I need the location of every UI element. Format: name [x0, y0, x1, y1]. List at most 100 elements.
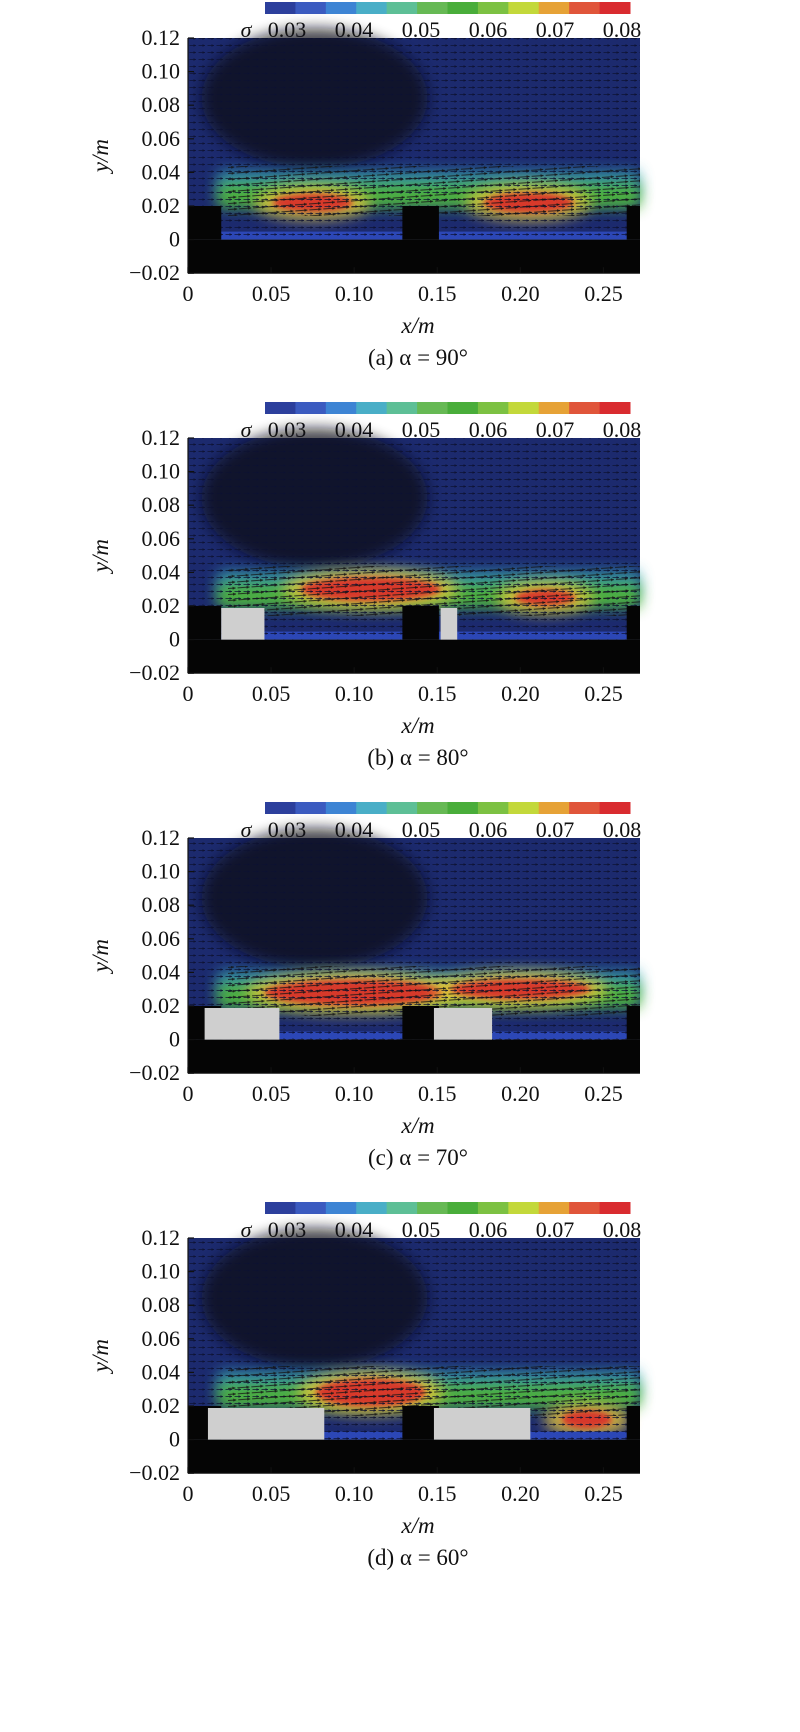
- y-tick-label: 0.06: [142, 926, 181, 951]
- obstacle: [207, 1408, 325, 1440]
- x-tick-label: 0.25: [584, 681, 623, 706]
- colorbar-tick-label: 0.08: [603, 817, 642, 842]
- wall-block: [402, 1406, 439, 1440]
- x-tick-label: 0.20: [501, 1081, 540, 1106]
- colorbar-symbol: σ: [241, 17, 253, 42]
- wall-block: [626, 1006, 640, 1040]
- panel-caption: (c) α = 70°: [368, 1145, 468, 1170]
- colorbar-segment: [325, 802, 357, 814]
- colorbar-tick-label: 0.05: [402, 817, 441, 842]
- y-tick-label: 0: [169, 227, 180, 252]
- y-tick-label: 0.10: [142, 459, 181, 484]
- x-tick-label: 0.15: [418, 1081, 457, 1106]
- colorbar-symbol: σ: [241, 417, 253, 442]
- colorbar-segment: [295, 402, 327, 414]
- y-tick-label: 0.02: [142, 993, 181, 1018]
- x-tick-label: 0.05: [252, 1081, 291, 1106]
- colorbar-segment: [356, 2, 388, 14]
- colorbar-segment: [599, 402, 631, 414]
- y-tick-label: 0.08: [142, 892, 181, 917]
- y-axis-label: y/m: [88, 939, 113, 974]
- y-axis-label: y/m: [88, 139, 113, 174]
- panel-3: σ 0.03 0.04 0.05 0.06 0.07 0.080.120.100.080.0…: [88, 802, 641, 1170]
- flow-field: [188, 1228, 640, 1440]
- colorbar-segment: [477, 1202, 509, 1214]
- panel-1: σ 0.03 0.04 0.05 0.06 0.07 0.080.120.100.080.0…: [88, 2, 641, 370]
- colorbar-segment: [417, 2, 448, 14]
- wall-block: [402, 206, 439, 240]
- x-tick-label: 0.25: [584, 281, 623, 306]
- y-tick-label: −0.02: [129, 1060, 180, 1085]
- wall-block: [626, 606, 640, 640]
- y-tick-label: 0.08: [142, 492, 181, 517]
- colorbar-segment: [508, 802, 540, 814]
- obstacle: [433, 1408, 531, 1440]
- panel-4: σ 0.03 0.04 0.05 0.06 0.07 0.080.120.100.080.0…: [88, 1202, 641, 1570]
- y-tick-label: 0.08: [142, 1292, 181, 1317]
- y-tick-label: 0.04: [142, 959, 181, 984]
- y-tick-label: 0: [169, 627, 180, 652]
- colorbar-segment: [386, 2, 418, 14]
- floor-wall: [188, 239, 640, 274]
- x-tick-label: 0.05: [252, 681, 291, 706]
- colorbar-tick-label: 0.07: [536, 417, 575, 442]
- x-tick-label: 0: [183, 681, 194, 706]
- colorbar-segment: [508, 2, 540, 14]
- x-axis-label: x/m: [400, 1513, 434, 1538]
- colorbar-segment: [325, 2, 357, 14]
- colorbar-tick-label: 0.08: [603, 1217, 642, 1242]
- panel-caption: (d) α = 60°: [367, 1545, 468, 1570]
- colorbar-segment: [386, 402, 418, 414]
- colorbar-segment: [386, 1202, 418, 1214]
- y-tick-label: 0.02: [142, 1393, 181, 1418]
- y-tick-label: 0.02: [142, 193, 181, 218]
- colorbar-tick-label: 0.07: [536, 1217, 575, 1242]
- colorbar-tick-label: 0.05: [402, 417, 441, 442]
- walls: [188, 1006, 640, 1074]
- y-tick-label: 0.12: [142, 825, 181, 850]
- y-tick-label: 0.04: [142, 159, 181, 184]
- colorbar-tick-label: 0.06: [469, 817, 508, 842]
- y-tick-label: 0.12: [142, 25, 181, 50]
- x-axis-label: x/m: [400, 1113, 434, 1138]
- colorbar-segment: [386, 802, 418, 814]
- obstacle: [204, 1008, 280, 1040]
- x-tick-label: 0: [183, 1481, 194, 1506]
- colorbar-segment: [295, 2, 327, 14]
- axes: 0.120.100.080.060.040.020−0.020 0.05 0.10 0…: [88, 425, 640, 738]
- colorbar-segment: [569, 802, 601, 814]
- y-tick-label: 0.02: [142, 593, 181, 618]
- x-tick-label: 0.20: [501, 281, 540, 306]
- obstacle: [440, 608, 458, 640]
- x-axis-label: x/m: [400, 713, 434, 738]
- y-tick-label: 0.06: [142, 126, 181, 151]
- colorbar-segment: [295, 1202, 327, 1214]
- x-tick-label: 0: [183, 1081, 194, 1106]
- wall-block: [188, 606, 222, 640]
- colorbar: σ 0.03 0.04 0.05 0.06 0.07 0.08: [241, 402, 641, 442]
- y-tick-label: −0.02: [129, 660, 180, 685]
- y-tick-label: 0.10: [142, 59, 181, 84]
- colorbar-symbol: σ: [241, 1217, 253, 1242]
- colorbar: σ 0.03 0.04 0.05 0.06 0.07 0.08: [241, 1202, 642, 1242]
- colorbar-segment: [569, 402, 601, 414]
- x-tick-label: 0.15: [418, 281, 457, 306]
- y-axis-label: y/m: [88, 1339, 113, 1374]
- colorbar-segment: [265, 2, 296, 14]
- colorbar-segment: [508, 402, 540, 414]
- colorbar-tick-label: 0.06: [469, 17, 508, 42]
- x-tick-label: 0.15: [418, 1481, 457, 1506]
- axes: 0.120.100.080.060.040.020−0.020 0.05 0.10 0…: [88, 1225, 640, 1538]
- y-axis-label: y/m: [88, 539, 113, 574]
- colorbar-symbol: σ: [241, 817, 253, 842]
- x-tick-label: 0: [183, 281, 194, 306]
- panel-caption: (b) α = 80°: [367, 745, 468, 770]
- x-tick-label: 0.20: [501, 681, 540, 706]
- y-tick-label: 0.10: [142, 1259, 181, 1284]
- colorbar-segment: [265, 802, 296, 814]
- colorbar-segment: [356, 402, 388, 414]
- colorbar-segment: [447, 2, 479, 14]
- x-tick-label: 0.05: [252, 1481, 291, 1506]
- y-tick-label: 0.04: [142, 1359, 181, 1384]
- x-tick-label: 0.25: [584, 1481, 623, 1506]
